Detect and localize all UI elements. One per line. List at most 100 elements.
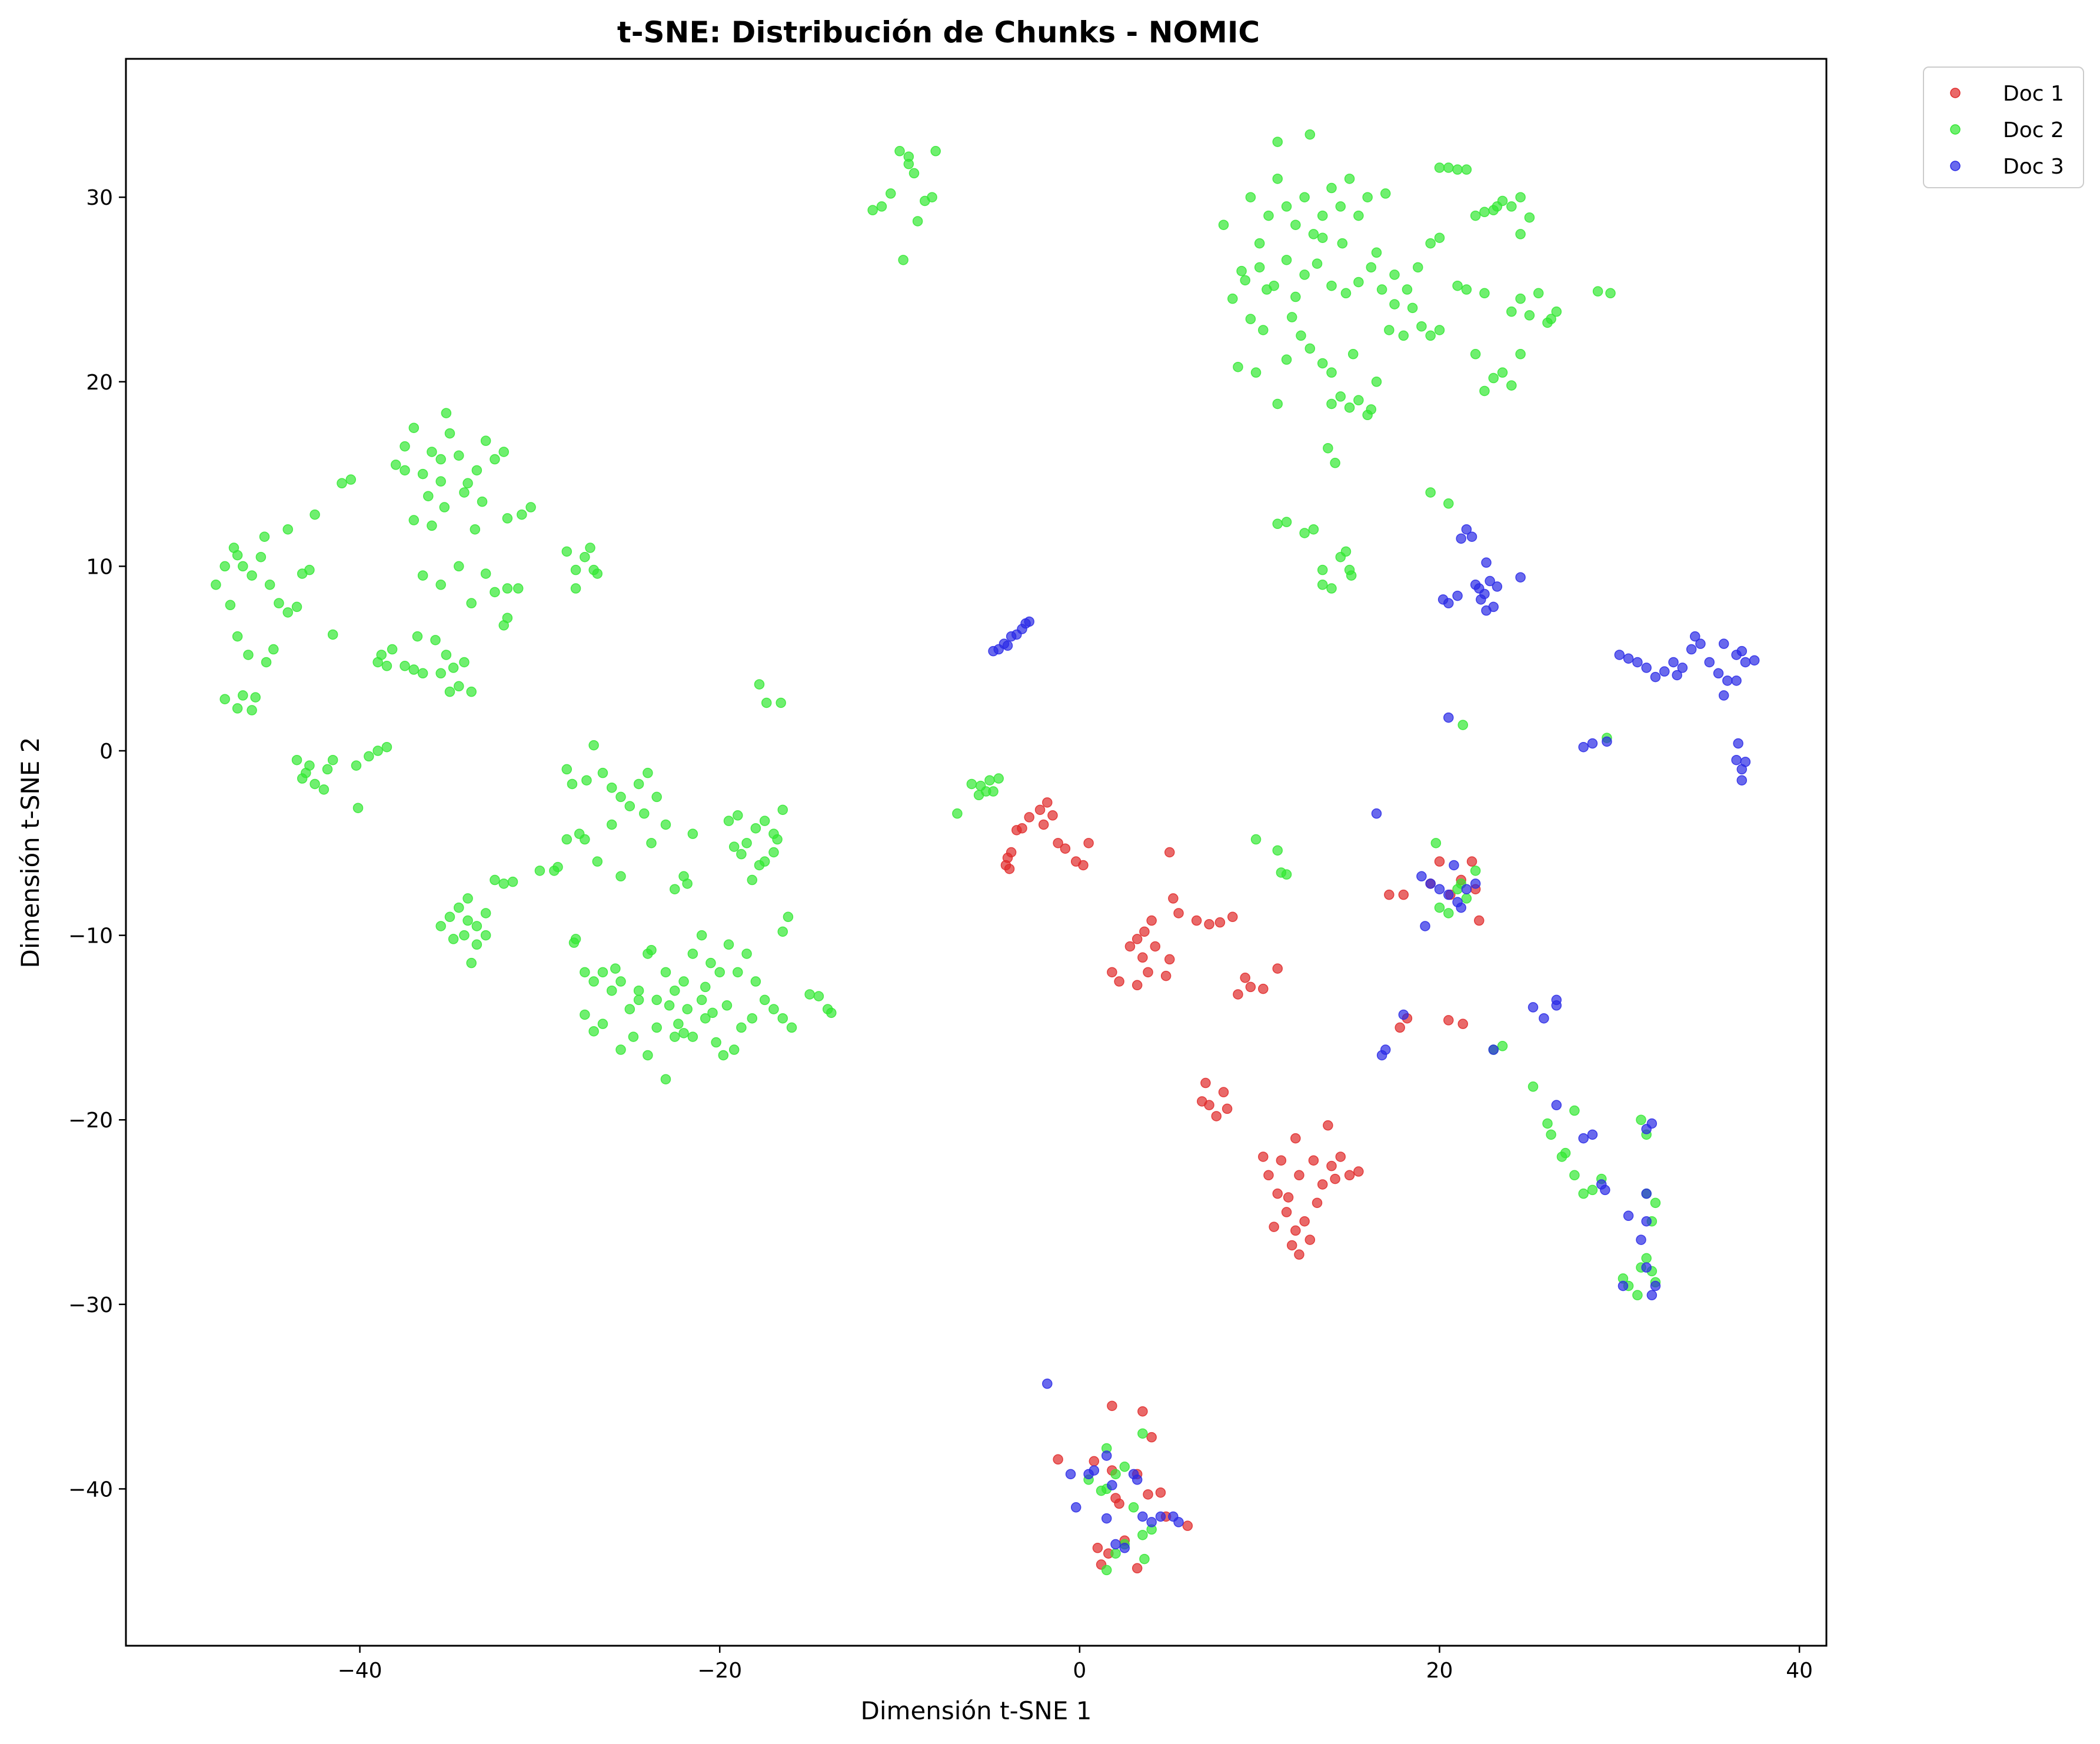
scatter-point	[894, 146, 905, 157]
scatter-point	[1200, 1077, 1211, 1089]
scatter-point	[615, 1044, 626, 1055]
scatter-point	[1434, 902, 1445, 913]
scatter-point	[1623, 1210, 1634, 1222]
scatter-point	[1569, 1170, 1580, 1181]
scatter-point	[1089, 1456, 1100, 1467]
scatter-point	[1317, 564, 1328, 575]
scatter-point	[1335, 1151, 1346, 1162]
scatter-point	[588, 1026, 599, 1037]
scatter-point	[462, 915, 473, 926]
scatter-point	[1038, 819, 1049, 830]
scatter-point	[454, 902, 464, 913]
scatter-points	[211, 129, 1760, 1576]
scatter-point	[1485, 575, 1495, 587]
scatter-point	[517, 509, 527, 520]
scatter-point	[1605, 288, 1616, 299]
scatter-point	[1330, 1173, 1340, 1184]
scatter-point	[687, 828, 698, 839]
scatter-point	[435, 668, 446, 679]
scatter-point	[1137, 1530, 1148, 1540]
scatter-point	[777, 926, 788, 937]
scatter-point	[1317, 358, 1328, 369]
scatter-point	[741, 948, 752, 959]
scatter-point	[490, 454, 500, 465]
scatter-point	[352, 803, 364, 813]
scatter-point	[1236, 265, 1247, 277]
scatter-point	[664, 1000, 675, 1011]
scatter-point	[1110, 1548, 1121, 1559]
scatter-point	[1641, 663, 1652, 673]
scatter-point	[1283, 1192, 1294, 1203]
scatter-point	[1160, 970, 1172, 981]
scatter-point	[682, 1004, 693, 1014]
scatter-point	[1434, 232, 1445, 243]
scatter-point	[1731, 754, 1742, 766]
scatter-point	[633, 985, 644, 996]
scatter-point	[885, 188, 896, 199]
scatter-point	[498, 447, 509, 457]
scatter-point	[1641, 1253, 1652, 1264]
scatter-point	[1425, 878, 1436, 889]
scatter-point	[1304, 129, 1316, 140]
scatter-point	[1143, 1489, 1153, 1500]
scatter-point	[1650, 671, 1661, 683]
scatter-point	[1457, 1019, 1468, 1029]
scatter-point	[219, 561, 230, 572]
scatter-point	[1470, 349, 1481, 360]
scatter-point	[1733, 738, 1743, 749]
scatter-point	[1114, 976, 1124, 987]
scatter-point	[1258, 1151, 1269, 1162]
scatter-point	[728, 841, 740, 852]
scatter-point	[804, 989, 815, 1000]
scatter-point	[534, 866, 545, 876]
scatter-point	[1551, 306, 1562, 317]
scatter-point	[768, 1004, 779, 1014]
scatter-point	[597, 1019, 608, 1029]
scatter-point	[1587, 1129, 1598, 1140]
scatter-point	[1110, 1539, 1121, 1550]
scatter-point	[903, 151, 914, 162]
scatter-point	[439, 502, 450, 512]
scatter-point	[1402, 284, 1413, 295]
scatter-point	[1281, 354, 1292, 365]
scatter-point	[1042, 1378, 1053, 1389]
scatter-point	[927, 192, 937, 202]
scatter-point	[435, 476, 446, 487]
scatter-point	[471, 465, 482, 476]
scatter-point	[211, 580, 221, 590]
scatter-point	[1119, 1462, 1130, 1472]
scatter-point	[232, 550, 243, 561]
scatter-point	[1096, 1485, 1107, 1496]
scatter-point	[337, 478, 347, 489]
y-tick-label: 10	[86, 555, 113, 579]
scatter-point	[549, 866, 560, 876]
scatter-point	[1155, 1511, 1166, 1522]
scatter-point	[1587, 738, 1598, 749]
scatter-point	[1017, 823, 1027, 834]
scatter-point	[1346, 570, 1357, 581]
scatter-point	[1380, 1044, 1391, 1055]
scatter-point	[651, 1022, 662, 1033]
scatter-point	[381, 741, 392, 753]
scatter-point	[318, 784, 330, 795]
scatter-point	[1139, 1553, 1150, 1565]
scatter-point	[502, 583, 513, 594]
scatter-point	[1218, 219, 1229, 230]
scatter-point	[1641, 1262, 1652, 1273]
scatter-point	[400, 441, 410, 452]
scatter-point	[776, 697, 786, 708]
scatter-point	[988, 786, 999, 797]
scatter-point	[1546, 314, 1556, 324]
scatter-point	[1413, 262, 1423, 273]
scatter-point	[502, 513, 513, 524]
scatter-point	[1173, 1517, 1184, 1527]
scatter-point	[1434, 856, 1445, 867]
scatter-point	[1281, 1207, 1292, 1217]
y-tick-label: 0	[99, 740, 113, 764]
scatter-point	[1736, 775, 1748, 786]
scatter-point	[1330, 458, 1340, 468]
scatter-point	[561, 834, 573, 845]
scatter-point	[1128, 1502, 1139, 1513]
scatter-point	[1488, 1044, 1499, 1055]
scatter-point	[1272, 1188, 1283, 1199]
